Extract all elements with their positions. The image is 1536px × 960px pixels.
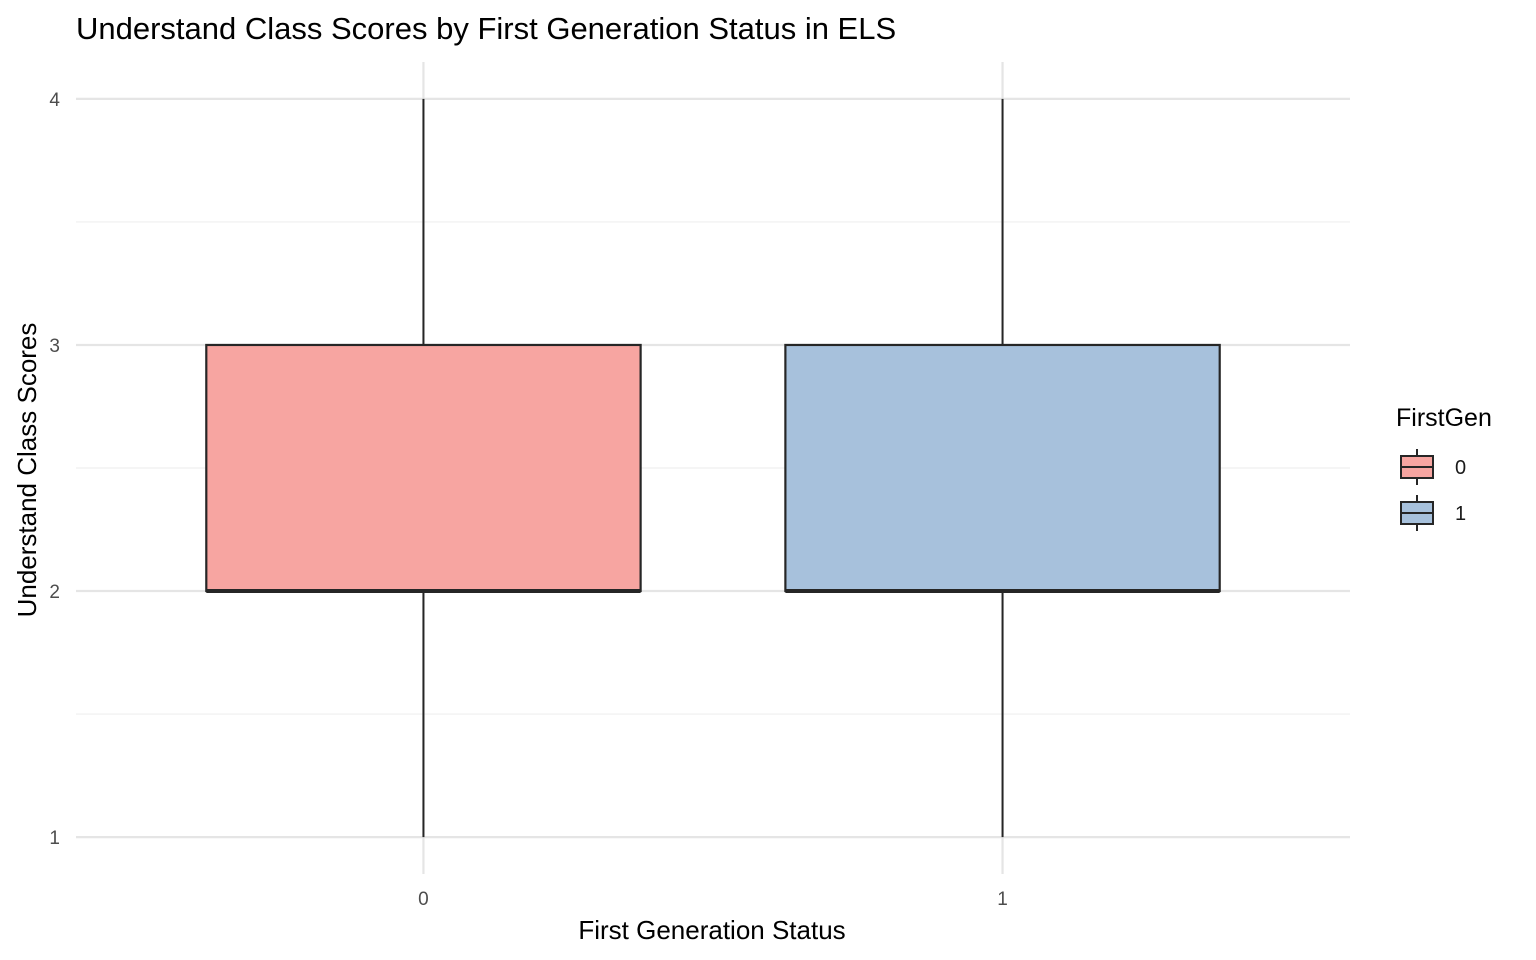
box-1	[784, 98, 1221, 838]
boxes-layer	[205, 98, 1221, 838]
legend-label: 0	[1455, 457, 1466, 479]
legend: FirstGen 01	[1396, 404, 1492, 531]
y-tick-label: 3	[49, 336, 60, 357]
legend-title: FirstGen	[1396, 404, 1492, 432]
y-tick-label: 4	[49, 90, 60, 111]
x-tick-label: 1	[997, 889, 1008, 910]
box-rect	[205, 343, 642, 593]
x-tick-label: 0	[418, 889, 429, 910]
y-tick-labels: 1 2 3 4	[49, 90, 60, 849]
y-axis-title: Understand Class Scores	[12, 323, 42, 618]
box-rect	[784, 343, 1221, 593]
box-0	[205, 98, 642, 838]
legend-items: 01	[1400, 449, 1466, 531]
legend-item-1: 1	[1400, 495, 1466, 531]
chart-title: Understand Class Scores by First Generat…	[76, 11, 896, 46]
legend-item-0: 0	[1400, 449, 1466, 485]
y-tick-label: 1	[49, 828, 60, 849]
x-axis-title: First Generation Status	[578, 915, 845, 945]
y-tick-label: 2	[49, 582, 60, 603]
legend-label: 1	[1455, 503, 1466, 525]
